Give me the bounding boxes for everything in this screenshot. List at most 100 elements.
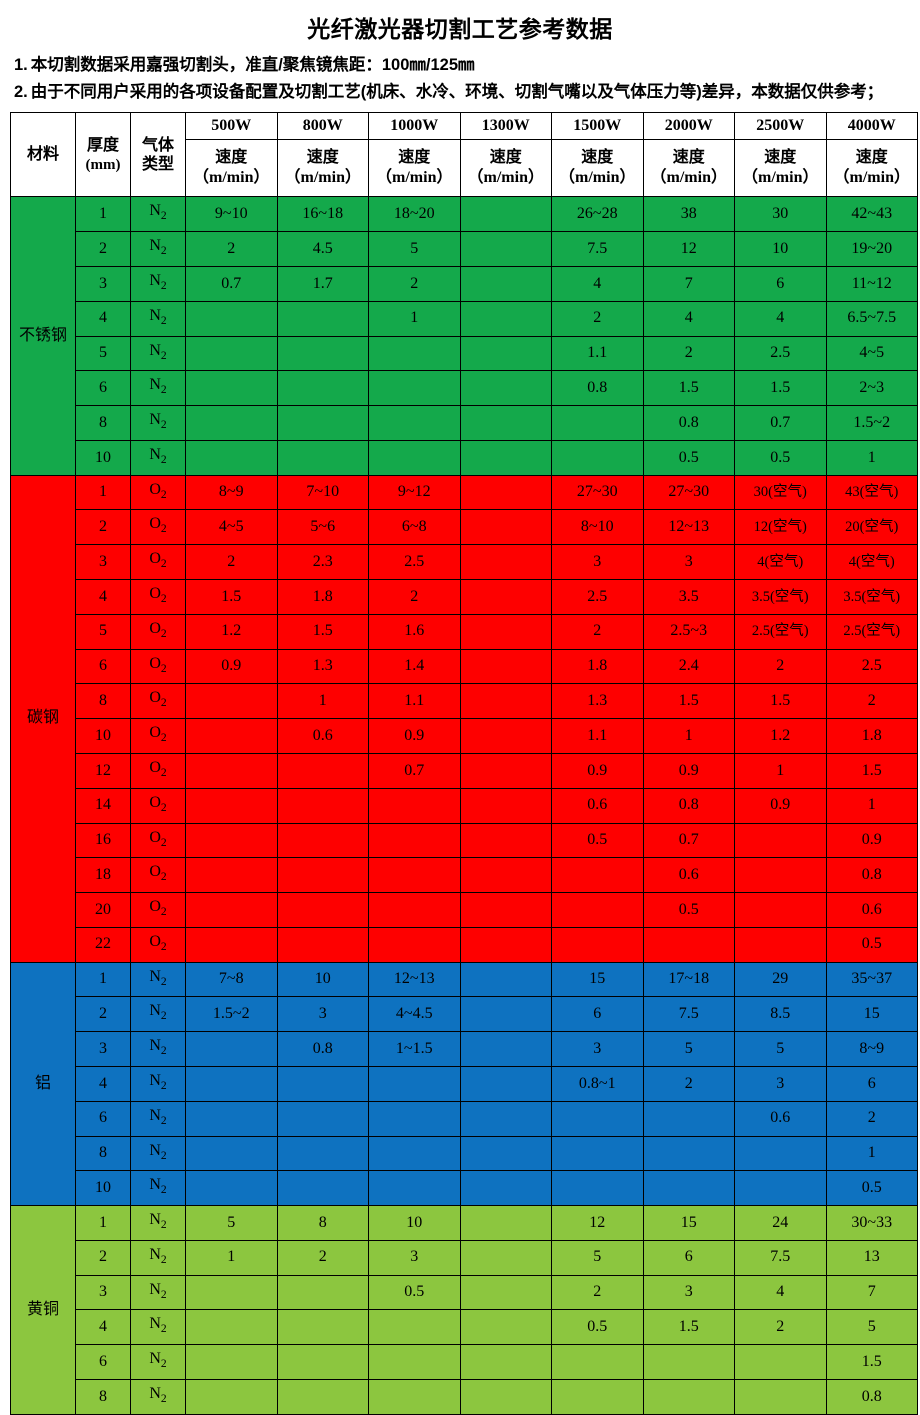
- speed-cell-1000w: 1.1: [368, 683, 461, 720]
- speed-cell-2500w: [734, 1379, 827, 1415]
- speed-cell-1500w: [551, 926, 644, 963]
- speed-cell-1500w: 4: [551, 266, 644, 302]
- speed-cell-1000w: 4~4.5: [368, 996, 461, 1033]
- speed-cell-1000w: [368, 439, 461, 476]
- speed-cell-500w: [185, 405, 278, 441]
- speed-unit: （m/min）: [193, 169, 270, 187]
- speed-cell-1300w: [459, 1274, 552, 1311]
- gas-type-cell: N2: [130, 300, 186, 337]
- table-row: 3 N2 0.5 2 3 4 7: [10, 1274, 918, 1311]
- cutting-parameters-table: 材料 厚度 (mm) 气体 类型 500W 800W 1000W 1300W 1…: [10, 112, 918, 1415]
- speed-cell-500w: [185, 752, 278, 789]
- speed-cell-500w: 1.5~2: [185, 996, 278, 1033]
- material-cell-stainless: 不锈钢: [10, 196, 76, 476]
- speed-cell-4000w: 20(空气): [825, 509, 918, 546]
- speed-cell-2000w: 3: [642, 1274, 735, 1311]
- thickness-cell: 2: [75, 1239, 131, 1276]
- table-row: 16 O2 0.5 0.7 0.9: [10, 822, 918, 859]
- gas-type-cell: O2: [130, 822, 186, 859]
- speed-cell-1000w: 9~12: [368, 474, 461, 511]
- header-speed-800w: 速度 （m/min）: [276, 139, 369, 198]
- table-row: 5 N2 1.1 2 2.5 4~5: [10, 335, 918, 372]
- thickness-cell: 10: [75, 1170, 131, 1207]
- speed-cell-2000w: 3.5: [642, 579, 735, 615]
- table-row: 22 O2 0.5: [10, 926, 918, 963]
- speed-cell-800w: [276, 1065, 369, 1102]
- speed-cell-1000w: 1.6: [368, 613, 461, 650]
- speed-cell-4000w: 4(空气): [825, 544, 918, 581]
- thickness-cell: 6: [75, 370, 131, 407]
- speed-cell-2000w: 2.5~3: [642, 613, 735, 650]
- header-speed-500w: 速度 （m/min）: [185, 139, 278, 198]
- speed-cell-1500w: 5: [551, 1239, 644, 1276]
- speed-cell-500w: 4~5: [185, 509, 278, 546]
- speed-cell-500w: [185, 822, 278, 859]
- thickness-cell: 22: [75, 926, 131, 963]
- speed-cell-800w: [276, 1274, 369, 1311]
- thickness-cell: 2: [75, 996, 131, 1033]
- speed-cell-500w: [185, 1344, 278, 1380]
- thickness-cell: 4: [75, 300, 131, 337]
- speed-cell-1500w: 7.5: [551, 231, 644, 267]
- gas-type-cell: O2: [130, 613, 186, 650]
- speed-unit: （m/min）: [376, 169, 453, 187]
- speed-cell-1500w: [551, 1100, 644, 1137]
- speed-cell-2000w: 1: [642, 718, 735, 754]
- speed-cell-1300w: [459, 439, 552, 476]
- table-row: 碳钢 1 O2 8~9 7~10 9~12 27~30 27~30 30(空气) 43(空气): [10, 474, 918, 963]
- gas-type-cell: N2: [130, 196, 186, 233]
- speed-cell-500w: [185, 683, 278, 720]
- speed-cell-1000w: 18~20: [368, 196, 461, 233]
- speed-cell-2000w: 12~13: [642, 509, 735, 546]
- speed-cell-800w: 7~10: [276, 474, 369, 511]
- speed-cell-500w: 2: [185, 544, 278, 581]
- speed-cell-1300w: [459, 544, 552, 581]
- header-row-power: 材料 厚度 (mm) 气体 类型 500W 800W 1000W 1300W 1…: [10, 112, 918, 198]
- table-row: 8 N2 1: [10, 1135, 918, 1172]
- gas-type-cell: O2: [130, 787, 186, 824]
- speed-cell-500w: [185, 857, 278, 894]
- speed-cell-2000w: [642, 1170, 735, 1207]
- speed-cell-2000w: 27~30: [642, 474, 735, 511]
- table-row: 4 N2 0.5 1.5 2 5: [10, 1309, 918, 1346]
- gas-type-cell: N2: [130, 1344, 186, 1380]
- gas-type-cell: O2: [130, 892, 186, 928]
- speed-cell-2500w: 10: [734, 231, 827, 267]
- speed-cell-2500w: 3.5(空气): [734, 579, 827, 615]
- gas-type-cell: O2: [130, 718, 186, 754]
- speed-cell-1000w: 2.5: [368, 544, 461, 581]
- speed-cell-1500w: 0.9: [551, 752, 644, 789]
- speed-cell-4000w: 0.8: [825, 857, 918, 894]
- speed-cell-1500w: 27~30: [551, 474, 644, 511]
- speed-cell-1000w: 2: [368, 579, 461, 615]
- gas-type-cell: N2: [130, 1309, 186, 1346]
- speed-cell-1300w: [459, 787, 552, 824]
- note-text: 由于不同用户采用的各项设备配置及切割工艺(机床、水冷、环境、切割气嘴以及气体压力…: [30, 82, 884, 101]
- speed-cell-2500w: 1.2: [734, 718, 827, 754]
- speed-cell-2000w: 0.6: [642, 857, 735, 894]
- speed-cell-1300w: [459, 1344, 552, 1380]
- speed-cell-2500w: 4(空气): [734, 544, 827, 581]
- speed-cell-4000w: 7: [825, 1274, 918, 1311]
- speed-cell-800w: 1: [276, 683, 369, 720]
- table-row: 8 N2 0.8: [10, 1379, 918, 1415]
- speed-cell-4000w: 43(空气): [825, 474, 918, 511]
- header-power-1000w: 1000W: [368, 112, 461, 141]
- speed-cell-500w: [185, 1170, 278, 1207]
- speed-cell-1500w: [551, 1135, 644, 1172]
- speed-cell-2500w: [734, 822, 827, 859]
- gas-type-cell: O2: [130, 752, 186, 789]
- speed-cell-800w: [276, 439, 369, 476]
- speed-cell-2500w: 1.5: [734, 370, 827, 407]
- speed-cell-800w: [276, 1100, 369, 1137]
- speed-label: 速度: [855, 149, 888, 167]
- speed-label: 速度: [398, 149, 431, 167]
- table-row: 18 O2 0.6 0.8: [10, 857, 918, 894]
- speed-cell-4000w: 6.5~7.5: [825, 300, 918, 337]
- thickness-cell: 10: [75, 718, 131, 754]
- speed-cell-800w: 3: [276, 996, 369, 1033]
- speed-cell-2500w: 12(空气): [734, 509, 827, 546]
- speed-cell-1000w: [368, 370, 461, 407]
- speed-unit: （m/min）: [742, 169, 819, 187]
- header-speed-4000w: 速度 （m/min）: [825, 139, 918, 198]
